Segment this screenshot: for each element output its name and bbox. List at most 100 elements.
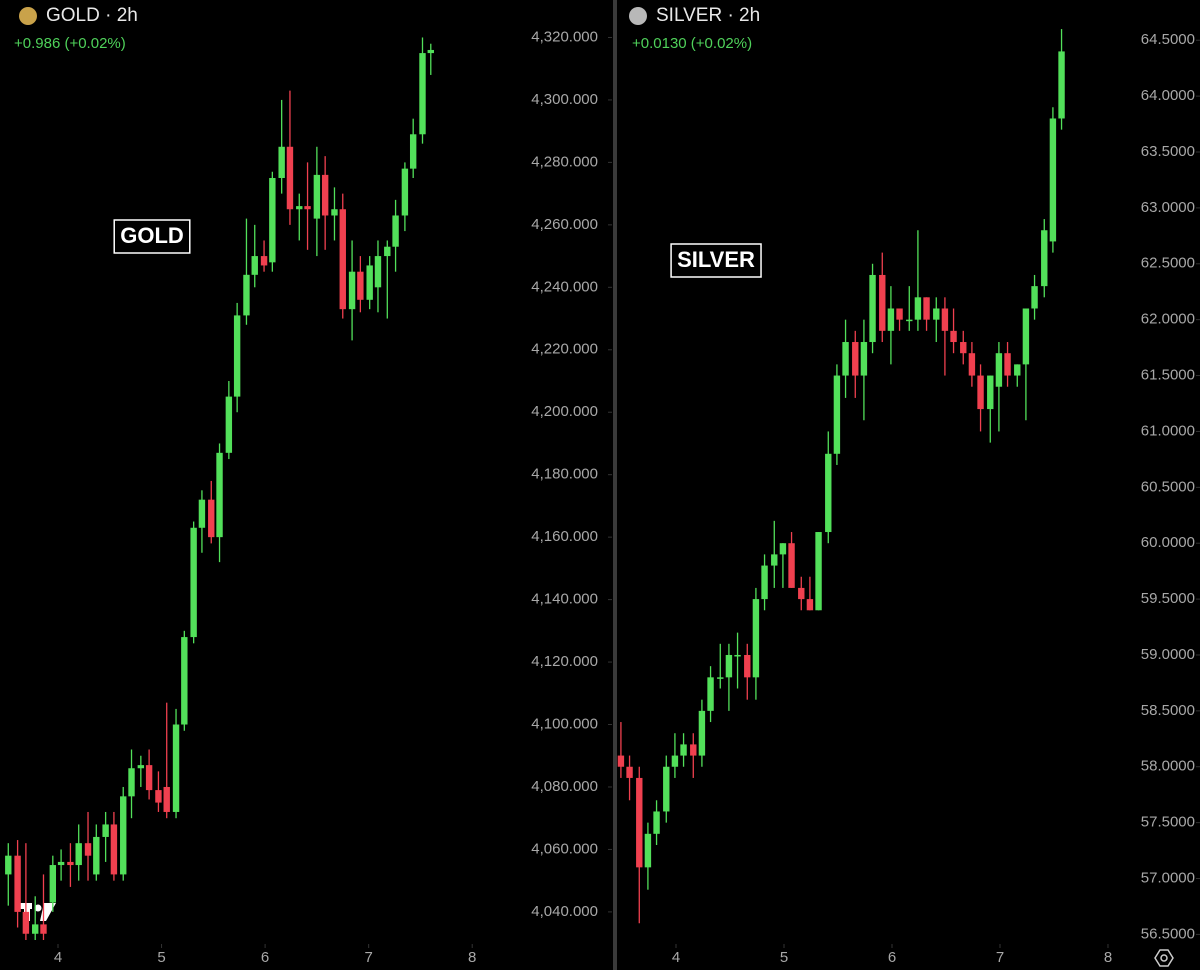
y-tick-label: 62.5000	[1141, 255, 1195, 272]
candle-body	[852, 342, 859, 376]
y-tick-label: 61.5000	[1141, 367, 1195, 384]
x-tick-label: 5	[780, 949, 788, 966]
candle-body	[761, 565, 768, 600]
annotation: SILVER	[677, 247, 755, 272]
candle-body	[49, 865, 57, 903]
candle-body	[815, 532, 822, 611]
y-tick-label: 61.0000	[1141, 422, 1195, 439]
candle-body	[102, 824, 109, 837]
candle-body	[75, 843, 82, 866]
candle-body	[392, 215, 399, 247]
annotation: GOLD	[120, 223, 184, 248]
price-change: +0.0130 (+0.02%)	[632, 35, 752, 52]
candle-body	[366, 265, 373, 300]
x-tick-label: 6	[888, 949, 896, 966]
chart-title: SILVER · 2h	[656, 5, 760, 26]
candle-body	[1014, 364, 1021, 376]
candle-body	[860, 342, 868, 376]
y-tick-label: 4,320.000	[531, 28, 598, 45]
candle-body	[1049, 118, 1057, 242]
candle-body	[357, 271, 364, 300]
candle-body	[771, 554, 778, 566]
candle-body	[216, 452, 223, 538]
candle-body	[671, 755, 679, 767]
candle-body	[145, 765, 153, 791]
y-tick-label: 57.0000	[1141, 869, 1195, 886]
y-tick-label: 4,040.000	[531, 903, 598, 920]
y-tick-label: 4,120.000	[531, 653, 598, 670]
candle-body	[987, 375, 994, 410]
candle-body	[644, 833, 652, 868]
candle-body	[626, 766, 633, 778]
candle-body	[842, 342, 849, 376]
candle-body	[744, 654, 751, 678]
gold-icon	[19, 7, 37, 25]
candle-body	[663, 766, 670, 812]
candle-body	[163, 786, 170, 812]
settings-icon[interactable]	[1154, 949, 1174, 967]
candle-body	[734, 654, 741, 657]
candle-body	[84, 843, 92, 856]
candle-body	[348, 271, 356, 310]
candle-body	[833, 375, 841, 454]
annotation-box	[113, 219, 191, 254]
candle-body	[995, 353, 1003, 387]
y-tick-label: 64.5000	[1141, 31, 1195, 48]
candle-body	[22, 911, 30, 934]
y-tick-label: 57.5000	[1141, 814, 1195, 831]
candle-body	[32, 924, 39, 934]
x-tick-label: 8	[1104, 949, 1112, 966]
candle-body	[725, 654, 733, 678]
candle-body	[225, 396, 233, 453]
candle-body	[401, 168, 409, 216]
y-tick-label: 59.5000	[1141, 590, 1195, 607]
candle-body	[680, 744, 687, 756]
candle-body	[636, 777, 643, 868]
candle-body	[321, 174, 329, 216]
candle-body	[914, 297, 922, 320]
y-tick-label: 56.5000	[1141, 925, 1195, 942]
y-tick-label: 64.0000	[1141, 87, 1195, 104]
candle-body	[120, 796, 127, 875]
candle-body	[208, 499, 215, 538]
candle-body	[960, 342, 967, 354]
candle-body	[653, 811, 660, 834]
candle-body	[923, 297, 930, 320]
candle-body	[14, 855, 21, 912]
x-tick-label: 5	[157, 949, 165, 966]
chart-title: GOLD · 2h	[46, 5, 138, 26]
candle-body	[251, 256, 258, 275]
candle-body	[260, 256, 268, 266]
x-tick-label: 6	[261, 949, 269, 966]
candle-body	[896, 308, 903, 320]
candle-body	[155, 790, 162, 803]
x-tick-label: 4	[672, 949, 680, 966]
silver-icon	[629, 7, 647, 25]
candle-body	[717, 677, 724, 679]
candle-body	[419, 53, 426, 135]
candle-body	[617, 755, 625, 767]
chart-panel: 56.5000 57.0000 57.5000 58.0000 58.5000 59.00…	[617, 5, 1200, 966]
candle-body	[869, 274, 876, 343]
candle-body	[181, 637, 188, 725]
x-tick-label: 7	[996, 949, 1004, 966]
candle-body	[698, 710, 706, 756]
candle-body	[137, 765, 145, 769]
y-tick-label: 4,280.000	[531, 153, 598, 170]
candle-body	[40, 924, 47, 934]
candle-body	[752, 599, 760, 678]
candle-body	[977, 375, 984, 410]
candle-body	[374, 256, 382, 288]
candle-body	[304, 206, 311, 210]
candle-body	[1058, 51, 1065, 119]
candle-body	[233, 315, 241, 397]
candle-body	[313, 174, 321, 219]
candle-body	[806, 599, 814, 611]
candle-body	[67, 861, 74, 866]
candle-body	[172, 724, 180, 812]
chart-panel: 4,040.000 4,060.000 4,080.000 4,100.000 4,12…	[5, 5, 612, 966]
candle-body	[941, 308, 949, 331]
x-tick-label: 7	[364, 949, 372, 966]
candle-body	[1031, 286, 1038, 309]
